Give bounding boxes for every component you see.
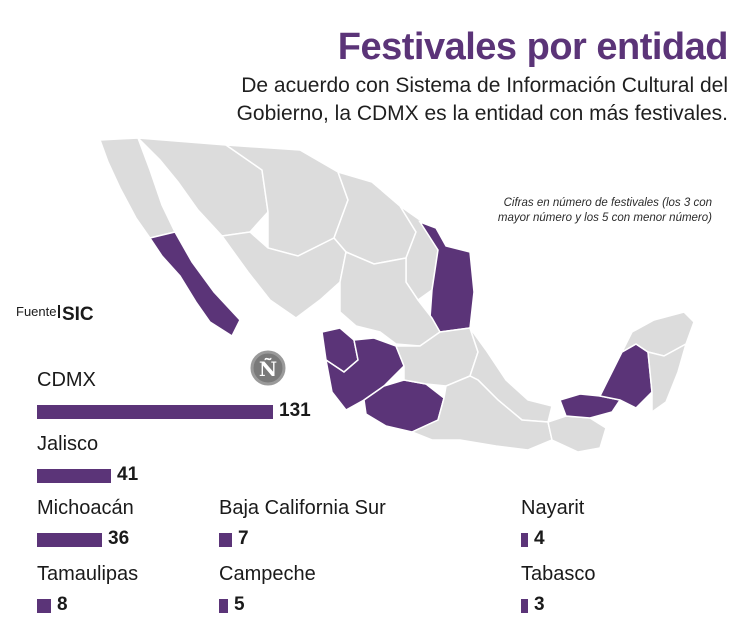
bar-value-baja-california-sur: 7 — [238, 528, 249, 549]
state-tabasco — [559, 393, 622, 419]
bar-value-nayarit: 4 — [534, 528, 545, 549]
units-note: Cifras en número de festivales (los 3 co… — [497, 197, 712, 224]
bar-michoacan — [37, 533, 102, 547]
bar-tabasco — [521, 599, 528, 613]
bar-value-tamaulipas: 8 — [57, 594, 68, 615]
state-coahuila — [333, 170, 417, 265]
bar-value-jalisco: 41 — [117, 464, 139, 485]
bar-value-michoacan: 36 — [108, 528, 130, 549]
bar-label-tamaulipas: Tamaulipas — [37, 563, 139, 585]
bar-label-campeche: Campeche — [219, 563, 316, 585]
bar-jalisco — [37, 469, 111, 483]
publisher-logo-letter: Ñ — [259, 357, 277, 381]
source-value: SIC — [61, 304, 94, 325]
bar-campeche — [219, 599, 228, 613]
bar-label-tabasco: Tabasco — [521, 563, 596, 585]
source-separator — [58, 305, 60, 318]
bar-label-jalisco: Jalisco — [37, 433, 99, 455]
bar-label-cdmx: CDMX — [37, 369, 96, 391]
chart-title: Festivales por entidad — [337, 26, 729, 68]
bar-tamaulipas — [37, 599, 51, 613]
bar-label-baja-california-sur: Baja California Sur — [219, 497, 386, 519]
source-label: Fuente — [16, 304, 57, 319]
bar-nayarit — [521, 533, 528, 547]
bar-label-michoacan: Michoacán — [37, 497, 134, 519]
state-quintana-roo — [647, 342, 688, 414]
source-credit: Fuente SIC — [16, 304, 94, 325]
state-guerrero-oaxaca — [410, 375, 553, 451]
bar-label-nayarit: Nayarit — [521, 497, 585, 519]
mexico-map: Ñ — [98, 137, 695, 453]
bar-value-campeche: 5 — [234, 594, 245, 615]
publisher-logo: Ñ — [250, 350, 286, 386]
state-baja-california-sur — [148, 231, 241, 338]
state-chiapas — [547, 415, 607, 453]
bar-value-cdmx: 131 — [279, 400, 311, 421]
bar-value-tabasco: 3 — [534, 594, 545, 615]
state-yucatan — [620, 311, 695, 357]
bar-cdmx — [37, 405, 273, 419]
bar-baja-california-sur — [219, 533, 232, 547]
chart-subtitle: De acuerdo con Sistema de Información Cu… — [236, 74, 728, 125]
